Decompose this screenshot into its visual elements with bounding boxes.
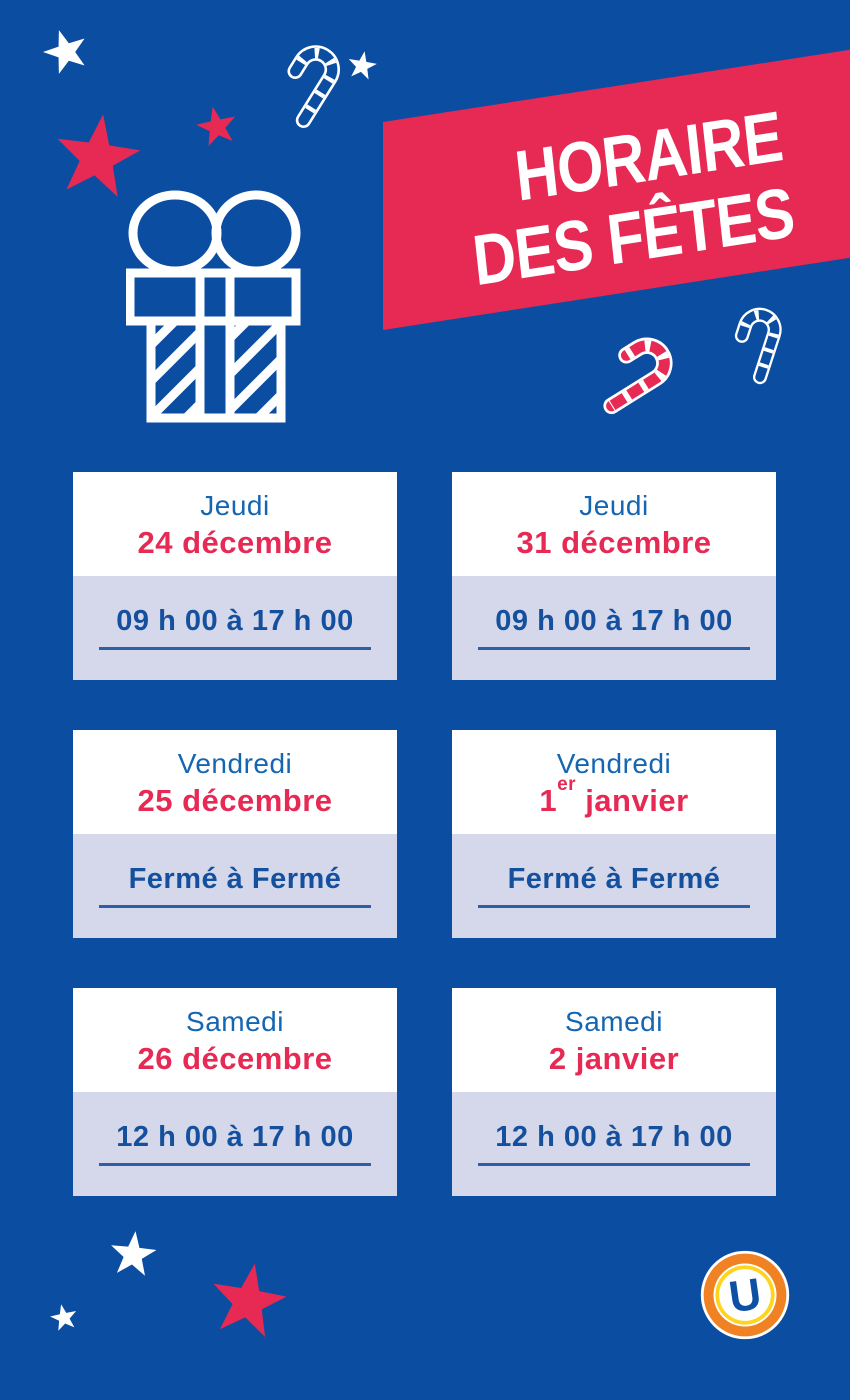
hours-label: 12 h 00 à 17 h 00 — [495, 1120, 733, 1153]
date-label: 31 décembre — [516, 525, 711, 561]
star-icon — [348, 51, 377, 80]
underline — [478, 647, 750, 650]
schedule-card-jan2: Samedi 2 janvier 12 h 00 à 17 h 00 — [452, 988, 776, 1196]
star-icon — [196, 106, 236, 147]
u-logo: U — [700, 1250, 790, 1340]
star-icon — [43, 30, 85, 74]
star-icon — [213, 1263, 287, 1338]
hours-label: 09 h 00 à 17 h 00 — [116, 604, 354, 637]
card-hours-section: Fermé à Fermé — [73, 834, 397, 938]
date-superscript: er — [557, 774, 577, 796]
schedule-card-jan1: Vendredi 1er janvier Fermé à Fermé — [452, 730, 776, 938]
card-header: Jeudi 31 décembre — [452, 472, 776, 576]
day-label: Vendredi — [556, 747, 672, 779]
candy-cane-icon-top — [287, 45, 340, 128]
day-label: Jeudi — [579, 489, 649, 521]
card-header: Vendredi 1er janvier — [452, 730, 776, 834]
schedule-card-dec31: Jeudi 31 décembre 09 h 00 à 17 h 00 — [452, 472, 776, 680]
date-label: 25 décembre — [137, 783, 332, 819]
underline — [478, 905, 750, 908]
date-text: 24 décembre — [137, 524, 333, 560]
card-header: Vendredi 25 décembre — [73, 730, 397, 834]
hours-label: Fermé à Fermé — [507, 862, 721, 895]
candy-cane-icon-red — [603, 337, 673, 415]
date-label: 2 janvier — [549, 1041, 679, 1077]
date-suffix: janvier — [576, 782, 689, 818]
date-text: 1 — [539, 782, 558, 818]
hours-label: 12 h 00 à 17 h 00 — [116, 1120, 354, 1153]
hours-label: 09 h 00 à 17 h 00 — [495, 604, 733, 637]
card-hours-section: 09 h 00 à 17 h 00 — [73, 576, 397, 680]
card-hours-section: Fermé à Fermé — [452, 834, 776, 938]
card-header: Jeudi 24 décembre — [73, 472, 397, 576]
underline — [99, 1163, 371, 1166]
star-icon — [111, 1231, 157, 1276]
date-text: 2 janvier — [548, 1040, 680, 1076]
star-icon — [50, 1304, 77, 1331]
hours-label: Fermé à Fermé — [128, 862, 342, 895]
underline — [478, 1163, 750, 1166]
candy-cane-icon-right — [734, 307, 782, 385]
schedule-card-dec25: Vendredi 25 décembre Fermé à Fermé — [73, 730, 397, 938]
schedule-card-dec26: Samedi 26 décembre 12 h 00 à 17 h 00 — [73, 988, 397, 1196]
schedule-card-dec24: Jeudi 24 décembre 09 h 00 à 17 h 00 — [73, 472, 397, 680]
underline — [99, 905, 371, 908]
date-text: 26 décembre — [137, 1040, 333, 1076]
day-label: Samedi — [186, 1005, 284, 1037]
day-label: Samedi — [565, 1005, 663, 1037]
card-hours-section: 09 h 00 à 17 h 00 — [452, 576, 776, 680]
date-label: 1er janvier — [539, 774, 689, 819]
card-header: Samedi 26 décembre — [73, 988, 397, 1092]
date-label: 24 décembre — [137, 525, 332, 561]
date-text: 25 décembre — [137, 782, 333, 818]
card-hours-section: 12 h 00 à 17 h 00 — [452, 1092, 776, 1196]
date-label: 26 décembre — [137, 1041, 332, 1077]
date-text: 31 décembre — [516, 524, 712, 560]
underline — [99, 647, 371, 650]
gift-icon — [126, 190, 301, 423]
card-hours-section: 12 h 00 à 17 h 00 — [73, 1092, 397, 1196]
logo-letter: U — [726, 1269, 764, 1322]
card-header: Samedi 2 janvier — [452, 988, 776, 1092]
star-icon — [57, 114, 141, 197]
day-label: Vendredi — [177, 747, 293, 779]
day-label: Jeudi — [200, 489, 270, 521]
